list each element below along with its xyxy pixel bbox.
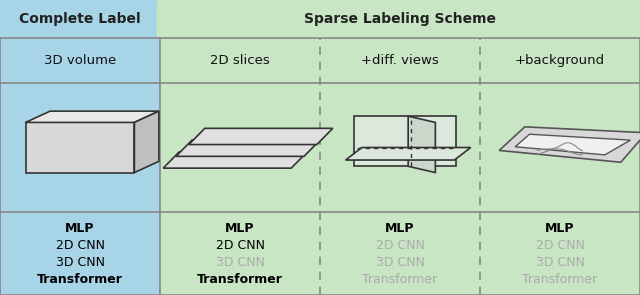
Text: 3D CNN: 3D CNN <box>536 256 584 269</box>
Text: 3D CNN: 3D CNN <box>376 256 424 269</box>
Polygon shape <box>354 116 456 166</box>
Polygon shape <box>26 122 134 173</box>
Text: MLP: MLP <box>225 222 255 235</box>
Text: 2D slices: 2D slices <box>210 54 270 67</box>
Polygon shape <box>134 111 159 173</box>
Text: 2D CNN: 2D CNN <box>56 239 104 252</box>
Polygon shape <box>515 134 630 155</box>
Text: Complete Label: Complete Label <box>19 12 141 26</box>
Text: 3D CNN: 3D CNN <box>216 256 264 269</box>
Polygon shape <box>499 127 640 162</box>
Bar <box>0 38 160 295</box>
Text: MLP: MLP <box>65 222 95 235</box>
Text: +background: +background <box>515 54 605 67</box>
Text: MLP: MLP <box>385 222 415 235</box>
Text: MLP: MLP <box>545 222 575 235</box>
FancyBboxPatch shape <box>0 0 163 38</box>
Text: Transformer: Transformer <box>522 273 598 286</box>
Polygon shape <box>176 140 320 156</box>
Text: 3D volume: 3D volume <box>44 54 116 67</box>
Polygon shape <box>189 128 333 145</box>
Polygon shape <box>346 148 471 160</box>
Text: +diff. views: +diff. views <box>361 54 439 67</box>
Text: 2D CNN: 2D CNN <box>376 239 424 252</box>
Text: Transformer: Transformer <box>197 273 283 286</box>
Text: 3D CNN: 3D CNN <box>56 256 104 269</box>
Text: Transformer: Transformer <box>37 273 123 286</box>
Bar <box>160 38 640 295</box>
Text: Sparse Labeling Scheme: Sparse Labeling Scheme <box>304 12 496 26</box>
FancyBboxPatch shape <box>157 0 640 38</box>
Text: 2D CNN: 2D CNN <box>216 239 264 252</box>
Text: 2D CNN: 2D CNN <box>536 239 584 252</box>
Text: Transformer: Transformer <box>362 273 438 286</box>
Polygon shape <box>26 111 159 122</box>
Polygon shape <box>408 116 435 173</box>
Polygon shape <box>163 152 307 168</box>
